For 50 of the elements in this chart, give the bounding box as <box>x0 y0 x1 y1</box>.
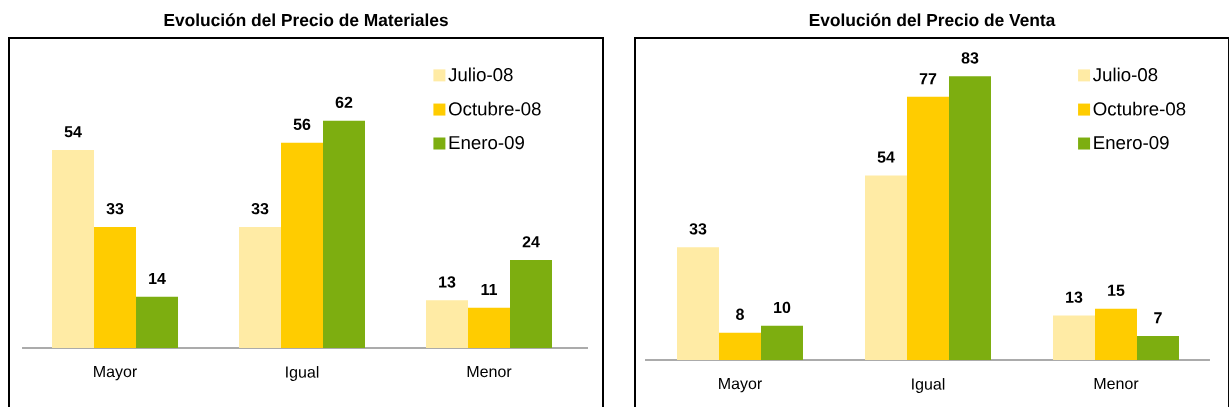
legend-label: Enero-09 <box>1094 136 1169 150</box>
bar <box>136 296 179 348</box>
bar <box>52 150 95 348</box>
bar <box>677 247 719 360</box>
data-label: 83 <box>961 52 979 64</box>
data-label: 33 <box>689 223 707 235</box>
bar <box>761 325 803 360</box>
bar <box>1052 315 1095 360</box>
x-tick-label: Igual <box>286 366 319 381</box>
bar <box>719 332 761 360</box>
data-label: 14 <box>149 272 166 284</box>
bar <box>906 96 949 360</box>
data-label: 10 <box>774 301 791 314</box>
data-label: 62 <box>335 96 353 109</box>
legend-label: Julio-08 <box>448 67 513 82</box>
bar <box>468 307 511 348</box>
bar <box>323 120 366 348</box>
bar <box>281 142 324 348</box>
data-label: 54 <box>877 151 895 163</box>
legend-label: Julio-08 <box>1093 67 1158 82</box>
data-label: 7 <box>1154 312 1162 324</box>
data-label: 13 <box>439 276 456 288</box>
data-label: 24 <box>522 236 540 248</box>
data-label: 77 <box>919 73 937 85</box>
data-label: 11 <box>481 283 498 295</box>
bar <box>1094 308 1137 360</box>
bar <box>426 300 469 348</box>
chart-title: Evolución del Precio de Materiales <box>164 13 448 27</box>
bar <box>94 227 137 348</box>
x-tick-label: Mayor <box>719 378 762 393</box>
legend-label: Octubre-08 <box>448 101 541 116</box>
data-label: 33 <box>106 202 124 215</box>
data-label: 56 <box>293 118 311 130</box>
data-label: 8 <box>736 308 744 320</box>
data-label: 15 <box>1108 284 1125 297</box>
chart-title: Evolución del Precio de Venta <box>809 13 1056 27</box>
bar <box>510 260 553 348</box>
legend-label: Enero-09 <box>449 135 524 150</box>
x-tick-label: Mayor <box>94 366 137 381</box>
bar <box>948 76 991 360</box>
data-label: 33 <box>251 202 269 215</box>
legend-label: Octubre-08 <box>1093 101 1186 116</box>
bar <box>865 175 907 360</box>
bar <box>1136 336 1179 360</box>
x-tick-label: Igual <box>912 378 945 393</box>
data-label: 54 <box>64 126 82 138</box>
data-label: 13 <box>1066 291 1083 303</box>
x-tick-label: Menor <box>1094 378 1139 390</box>
x-tick-label: Menor <box>467 366 512 378</box>
bar <box>239 227 282 348</box>
